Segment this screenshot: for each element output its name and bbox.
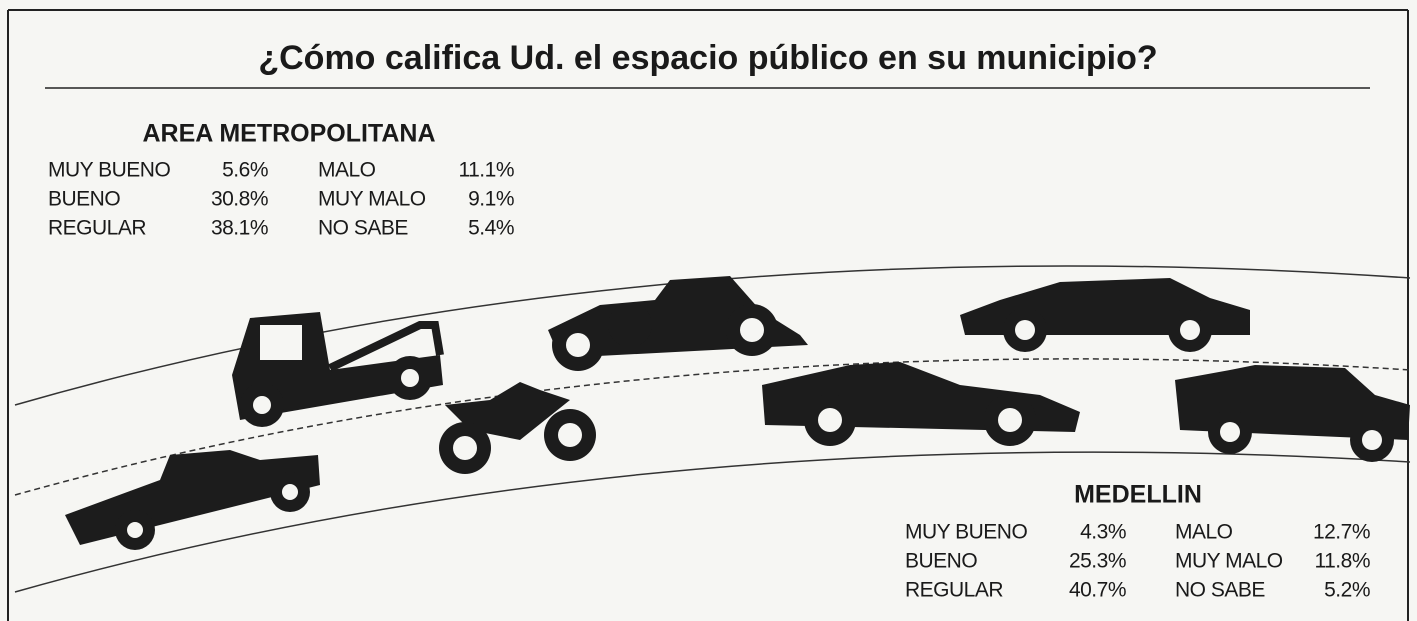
section: MEDELLIN MUY BUENO 4.3% MALO 12.7% BUENO 25.3%… (905, 481, 1370, 602)
rating-value: 11.8% (1315, 550, 1371, 573)
rating-value: 25.3% (1069, 550, 1126, 573)
infographic: ¿Cómo califica Ud. el espacio público en… (0, 0, 1417, 621)
page: ¿Cómo califica Ud. el espacio público en… (0, 0, 1417, 621)
rating-label: MALO (1175, 521, 1233, 544)
rating-value: 40.7% (1069, 579, 1126, 602)
rating-value: 5.2% (1324, 579, 1370, 602)
rating-label: REGULAR (48, 217, 146, 240)
section-heading: AREA METROPOLITANA (142, 120, 435, 148)
rating-value: 30.8% (211, 188, 268, 211)
rating-value: 5.4% (468, 217, 514, 240)
rating-value: 9.1% (468, 188, 514, 211)
vehicles (65, 276, 1410, 550)
rating-label: MUY BUENO (48, 159, 170, 182)
rating-value: 11.1% (459, 159, 515, 182)
rating-value: 4.3% (1080, 521, 1126, 544)
rating-value: 12.7% (1313, 521, 1370, 544)
title: ¿Cómo califica Ud. el espacio público en… (258, 39, 1157, 77)
rating-label: MUY MALO (1175, 550, 1283, 573)
rating-value: 38.1% (211, 217, 268, 240)
rating-label: BUENO (48, 188, 120, 211)
rating-label: BUENO (905, 550, 977, 573)
rating-label: MUY MALO (318, 188, 426, 211)
rating-label: MALO (318, 159, 376, 182)
section-heading: MEDELLIN (1074, 481, 1202, 509)
section: AREA METROPOLITANA MUY BUENO 5.6% MALO 11.1%… (48, 120, 514, 240)
rating-value: 5.6% (222, 159, 268, 182)
rating-label: NO SABE (318, 217, 408, 240)
rating-label: MUY BUENO (905, 521, 1027, 544)
rating-label: REGULAR (905, 579, 1003, 602)
rating-label: NO SABE (1175, 579, 1265, 602)
